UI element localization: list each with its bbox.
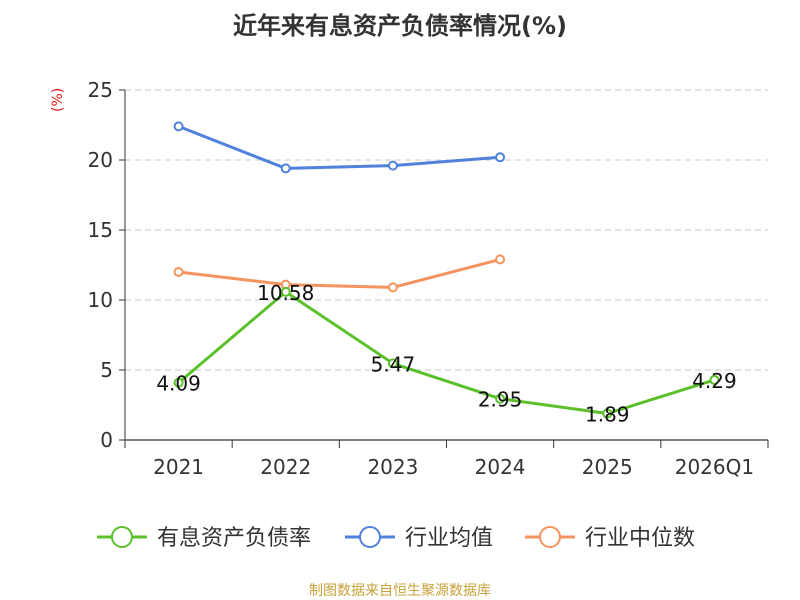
legend[interactable]: 有息资产负债率 行业均值 行业中位数 [97, 526, 695, 551]
data-point[interactable] [709, 374, 720, 385]
series-layer [173, 121, 720, 419]
legend-label: 行业均值 [405, 526, 493, 551]
y-tick-label: 0 [100, 428, 113, 452]
legend-marker [539, 526, 561, 548]
legend-item[interactable]: 有息资产负债率 [97, 526, 311, 551]
x-tick-label: 2021 [153, 455, 204, 479]
legend-label: 行业中位数 [585, 526, 695, 551]
chart-title: 近年来有息资产负债率情况(%) [233, 12, 567, 40]
y-tick-label: 25 [88, 78, 113, 102]
x-tick-label: 2025 [582, 455, 633, 479]
data-label: 1.89 [585, 403, 630, 427]
y-tick-label: 5 [100, 358, 113, 382]
x-tick-label: 2022 [260, 455, 311, 479]
series-line [178, 125, 501, 170]
x-tick-label: 2023 [367, 455, 418, 479]
data-point[interactable] [280, 163, 291, 174]
data-point[interactable] [495, 393, 506, 404]
data-label: 10.58 [257, 281, 314, 305]
data-point[interactable] [602, 408, 613, 419]
data-label: 4.29 [692, 369, 737, 393]
x-tick-label: 2024 [475, 455, 526, 479]
series-line [177, 290, 715, 416]
x-tick-label: 2026Q1 [675, 455, 754, 479]
y-tick-label: 10 [88, 288, 113, 312]
gridlines [125, 89, 768, 371]
data-point[interactable] [280, 286, 291, 297]
data-point[interactable] [173, 377, 184, 388]
data-labels: 4.09 10.58 5.47 2.95 1.89 4.29 [156, 281, 736, 427]
data-point[interactable] [173, 121, 184, 132]
y-tick-label: 15 [88, 218, 113, 242]
data-point[interactable] [387, 282, 398, 293]
legend-item[interactable]: 行业中位数 [525, 526, 695, 551]
series-line [178, 257, 501, 289]
data-point[interactable] [173, 267, 184, 277]
source-note: 制图数据来自恒生聚源数据库 [309, 583, 491, 599]
data-point[interactable] [387, 160, 398, 171]
data-label: 5.47 [371, 352, 416, 376]
y-tick-label: 20 [88, 148, 113, 172]
legend-marker [359, 526, 381, 548]
data-label: 4.09 [156, 372, 201, 396]
legend-label: 有息资产负债率 [157, 526, 311, 551]
legend-marker [111, 526, 133, 548]
legend-item[interactable]: 行业均值 [345, 526, 493, 551]
data-point[interactable] [495, 152, 506, 163]
data-point[interactable] [387, 358, 398, 369]
data-label: 2.95 [478, 388, 523, 412]
data-point[interactable] [495, 254, 506, 265]
